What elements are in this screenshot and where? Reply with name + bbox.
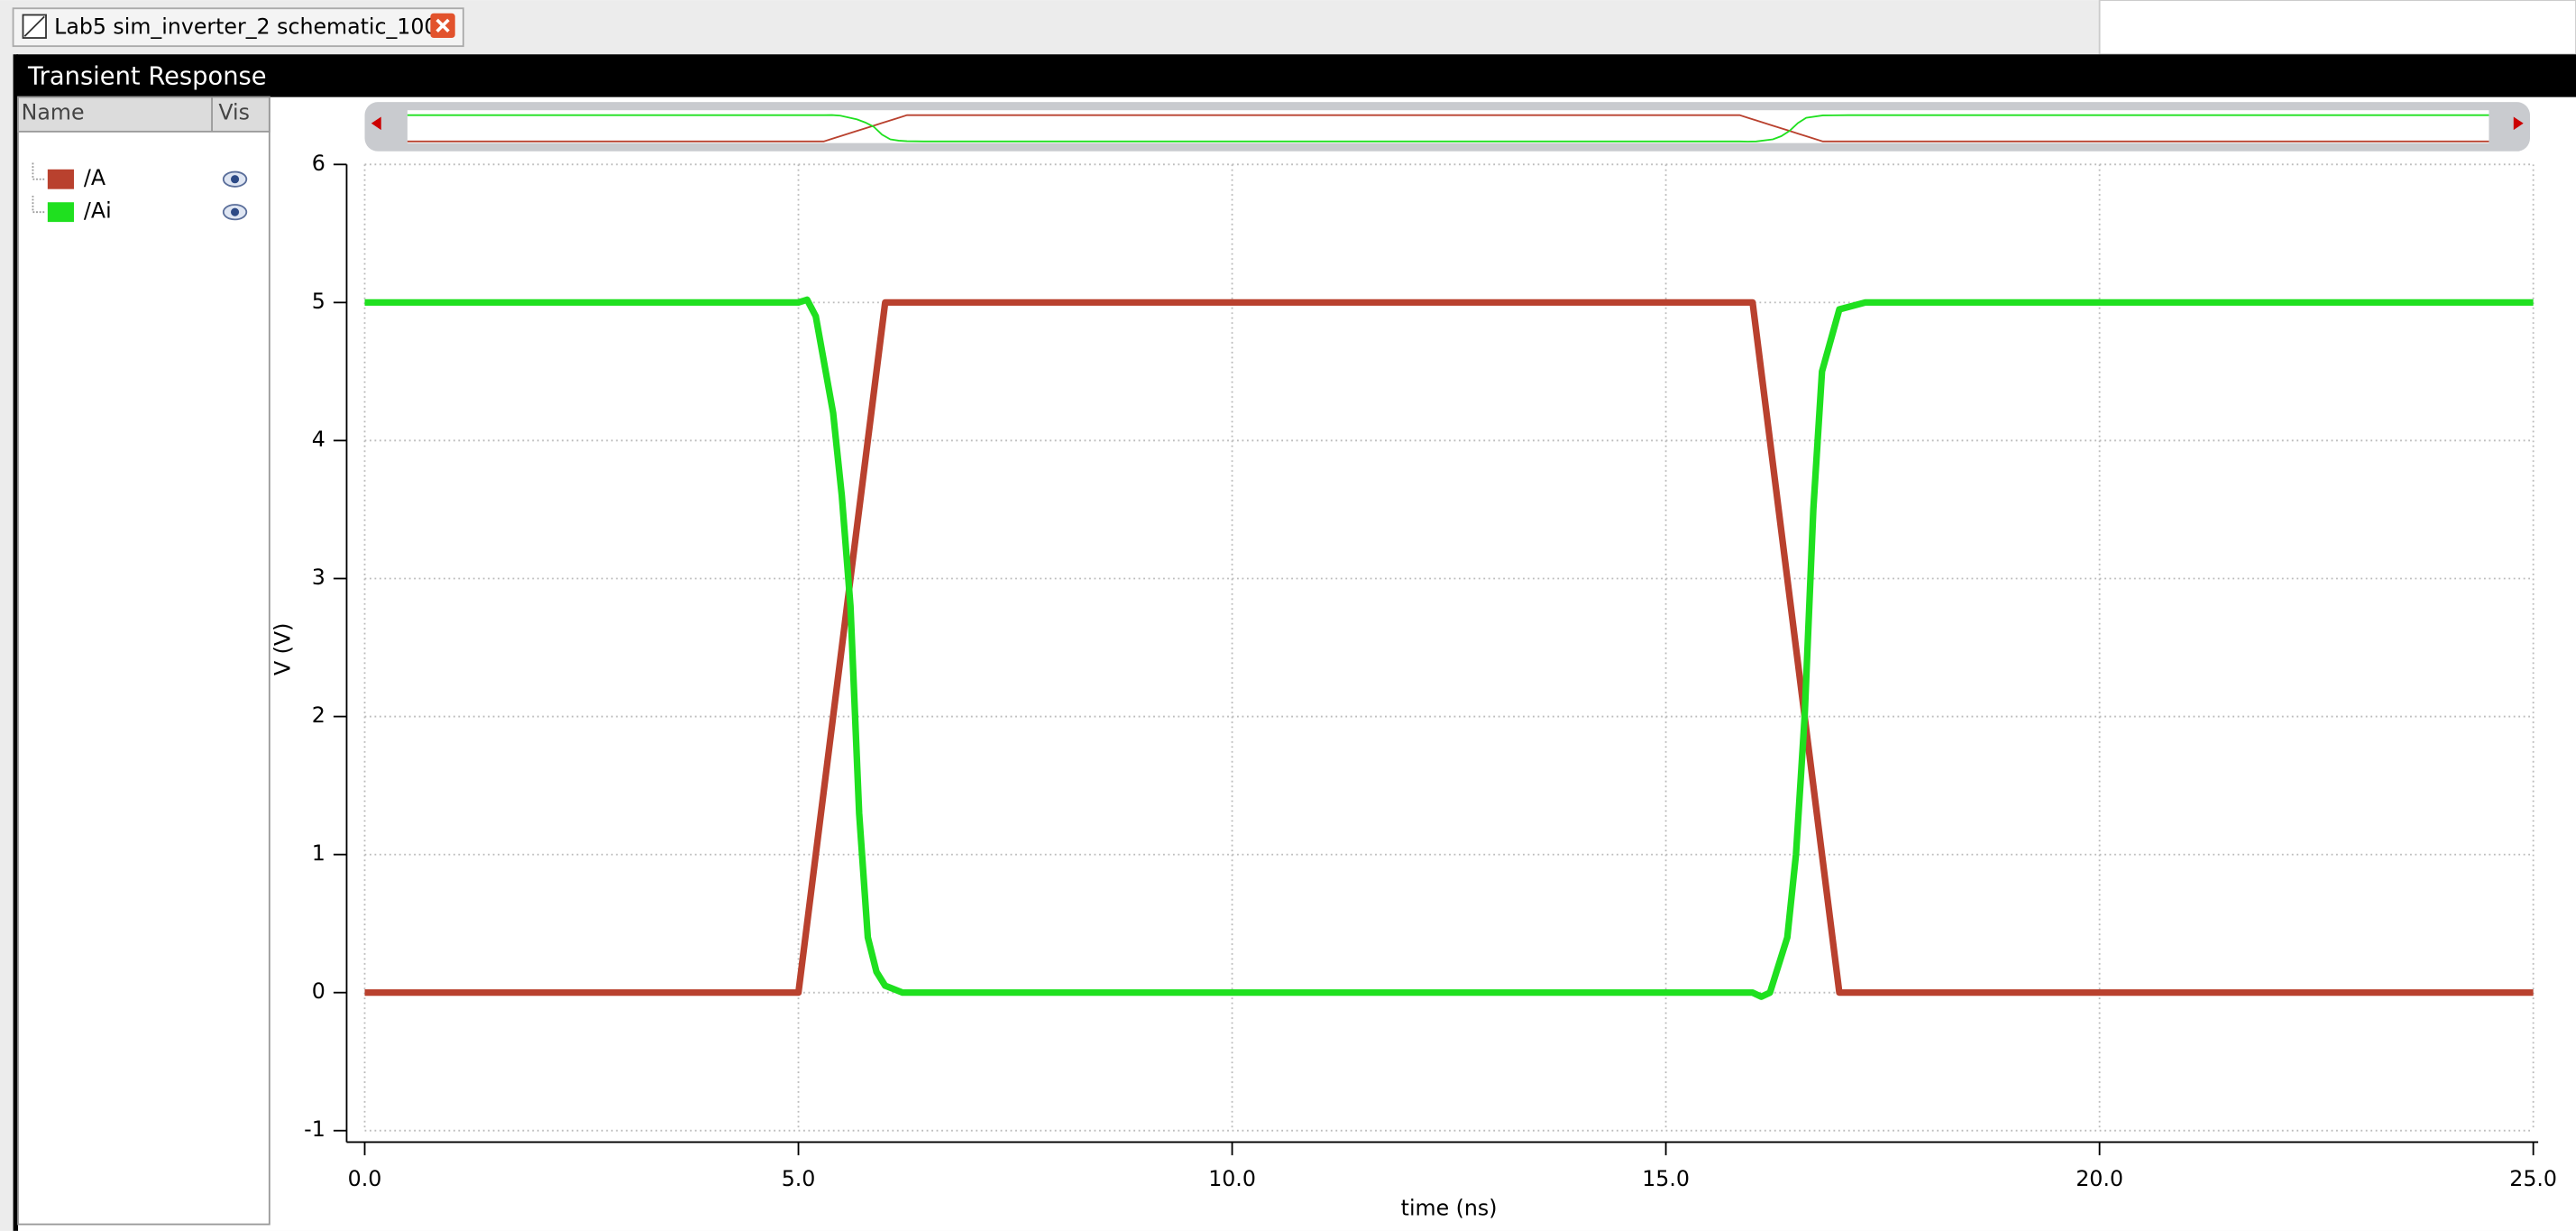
x-tick-label: 10.0 (1208, 1166, 1256, 1191)
x-axis-label: time (ns) (1401, 1196, 1498, 1221)
legend-header (17, 96, 270, 133)
x-tick-label: 15.0 (1642, 1166, 1690, 1191)
y-tick-label: 6 (312, 151, 325, 176)
column-header: Vis (218, 99, 250, 124)
series-line (364, 299, 2534, 997)
visibility-toggle[interactable] (222, 204, 248, 221)
y-tick-label: 3 (312, 565, 325, 590)
legend-label: /Ai (84, 198, 112, 224)
visibility-toggle[interactable] (222, 170, 248, 188)
x-tick-label: 20.0 (2076, 1166, 2123, 1191)
legend-swatch (47, 202, 74, 223)
eye-pupil (231, 175, 240, 184)
legend-label: /A (84, 165, 105, 190)
column-header: Name (22, 99, 85, 124)
window (13, 54, 2576, 1231)
tab-close-x (435, 18, 450, 33)
series-line (364, 296, 2534, 1000)
y-tick-label: 5 (312, 289, 325, 314)
tab-title: Lab5 sim_inverter_2 schematic_100ff (54, 14, 453, 40)
tab[interactable] (12, 7, 464, 48)
x-tick-label: 0.0 (348, 1166, 382, 1191)
tree-line (32, 162, 45, 180)
title-bar (16, 54, 2576, 97)
top-right-area (2098, 0, 2576, 56)
overview-line (407, 114, 2489, 142)
legend-panel (17, 96, 270, 1226)
x-tick-label: 5.0 (782, 1166, 816, 1191)
eye-pupil (231, 207, 240, 216)
tab-icon-line (23, 15, 45, 37)
window-title: Transient Response (27, 62, 267, 90)
y-tick-label: 1 (312, 841, 325, 866)
y-tick-label: -1 (304, 1116, 325, 1142)
overview-line (407, 114, 2489, 142)
y-tick-label: 4 (312, 427, 325, 452)
y-axis-label: V (V) (270, 623, 296, 675)
window-border (13, 54, 19, 1231)
legend-swatch (47, 169, 74, 189)
x-tick-label: 25.0 (2509, 1166, 2557, 1191)
tree-line (32, 195, 45, 214)
y-tick-label: 2 (312, 703, 325, 728)
y-tick-label: 0 (312, 978, 325, 1004)
